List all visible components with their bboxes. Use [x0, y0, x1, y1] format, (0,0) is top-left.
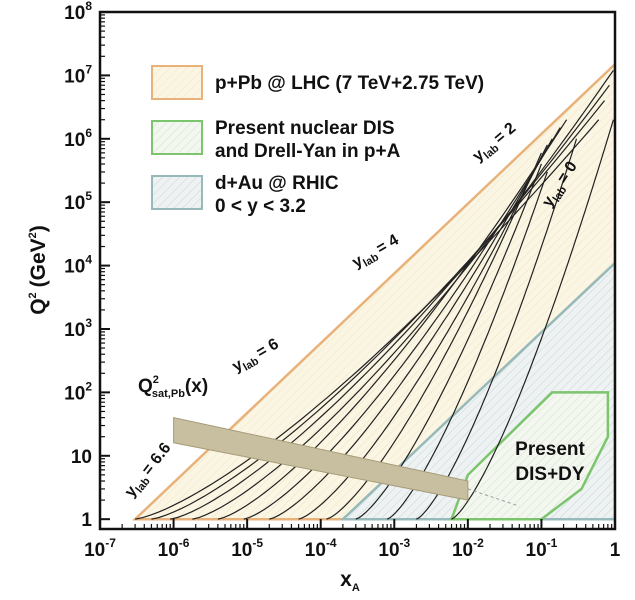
y-tick-label: 102: [64, 379, 92, 404]
y-lab-curve: [192, 70, 614, 520]
x-tick-label: 10-1: [526, 536, 558, 561]
y-axis-ticks: 1 10 102 103 104 105 106 107 108: [64, 0, 110, 531]
y-lab-curve: [134, 119, 600, 520]
legend-label-dis-line1: Present nuclear DIS: [215, 118, 395, 139]
y-tick-label: 108: [64, 0, 92, 24]
present-annotation: Present DIS+DY: [515, 439, 585, 485]
y-axis-unit-close: ): [27, 225, 50, 232]
y-lab-curve: [326, 152, 542, 520]
legend-swatch-rhic: [151, 175, 203, 210]
x-axis-ticks: 10-7 10-6 10-5 10-4 10-3 10-2 10-1 1: [84, 519, 621, 561]
present-label-line1: Present: [515, 439, 585, 460]
y-axis-label: Q: [27, 298, 50, 314]
y-tick-label: 106: [64, 126, 92, 151]
y-tick-label: 104: [64, 253, 92, 278]
dis-region: [449, 391, 610, 521]
y-axis-unit-sup: 2: [27, 232, 39, 238]
y-axis-label-sup: 2: [27, 292, 39, 298]
plot-frame: [98, 10, 617, 531]
x-tick-label: 10-6: [158, 536, 190, 561]
legend-swatch-dis: [151, 120, 203, 155]
y-lab-curve: [243, 127, 561, 520]
y-tick-label: 107: [64, 62, 92, 87]
x-axis-label-sub: A: [352, 582, 360, 594]
y-lab-curve: [217, 119, 568, 520]
x-tick-label: 10-2: [452, 536, 484, 561]
saturation-label: Q2 sat,Pb(x): [138, 374, 208, 400]
regions: [131, 62, 615, 521]
legend-label-lhc: p+Pb @ LHC (7 TeV+2.75 TeV): [215, 73, 484, 94]
legend-label-dis-line2: and Drell-Yan in p+A: [215, 141, 401, 162]
x-tick-label: 10-5: [231, 536, 263, 561]
x-axis-label: x: [340, 568, 352, 591]
svg-text:xA: xA: [340, 568, 360, 594]
y-tick-label: 105: [64, 189, 92, 214]
legend-swatch-lhc: [151, 65, 203, 100]
plot-area: 10-7 10-6 10-5 10-4 10-3 10-2 10-1 1 1101021031…: [64, 0, 621, 561]
y-lab-curve: [269, 138, 553, 520]
x-tick-label: 10-7: [84, 536, 116, 561]
legend: p+Pb @ LHC (7 TeV+2.75 TeV) Present nucl…: [151, 65, 484, 217]
y-tick-label: 103: [64, 316, 92, 341]
y-lab-curves: [134, 70, 614, 520]
y-lab-curve: [170, 84, 610, 520]
y-lab-curve: [151, 100, 605, 520]
present-label-line2: DIS+DY: [515, 464, 584, 485]
svg-text:Q2(GeV2): Q2(GeV2): [27, 225, 50, 315]
y-axis-unit: (GeV: [27, 238, 50, 287]
legend-label-rhic-line2: 0 < y < 3.2: [215, 196, 306, 217]
y-tick-label: 10: [71, 447, 92, 468]
y-axis-title: Q2(GeV2): [27, 225, 50, 315]
x-tick-label: 1: [610, 540, 621, 561]
x-tick-label: 10-4: [305, 536, 337, 561]
y-tick-label: 1: [81, 510, 92, 531]
saturation-band: [173, 416, 469, 501]
x-tick-label: 10-3: [378, 536, 410, 561]
y-lab-curve: [355, 163, 542, 520]
y-lab-curve: [451, 119, 614, 520]
saturation-annotation: Q2 sat,Pb(x): [138, 374, 208, 400]
y-lab-curve: [298, 144, 548, 520]
legend-label-rhic-line1: d+Au @ RHIC: [215, 173, 339, 194]
x-axis-title: xA: [340, 568, 360, 594]
